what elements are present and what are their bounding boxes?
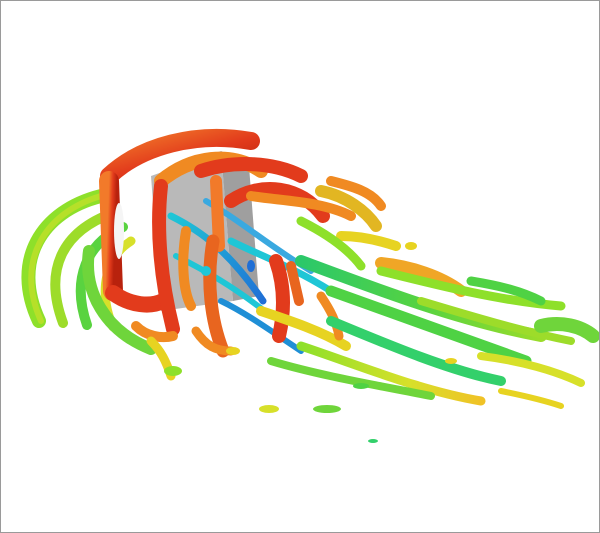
- front-vortex-ring: [99, 128, 356, 358]
- downstream-streaks: [267, 255, 599, 409]
- scattered-fragments: [164, 242, 457, 443]
